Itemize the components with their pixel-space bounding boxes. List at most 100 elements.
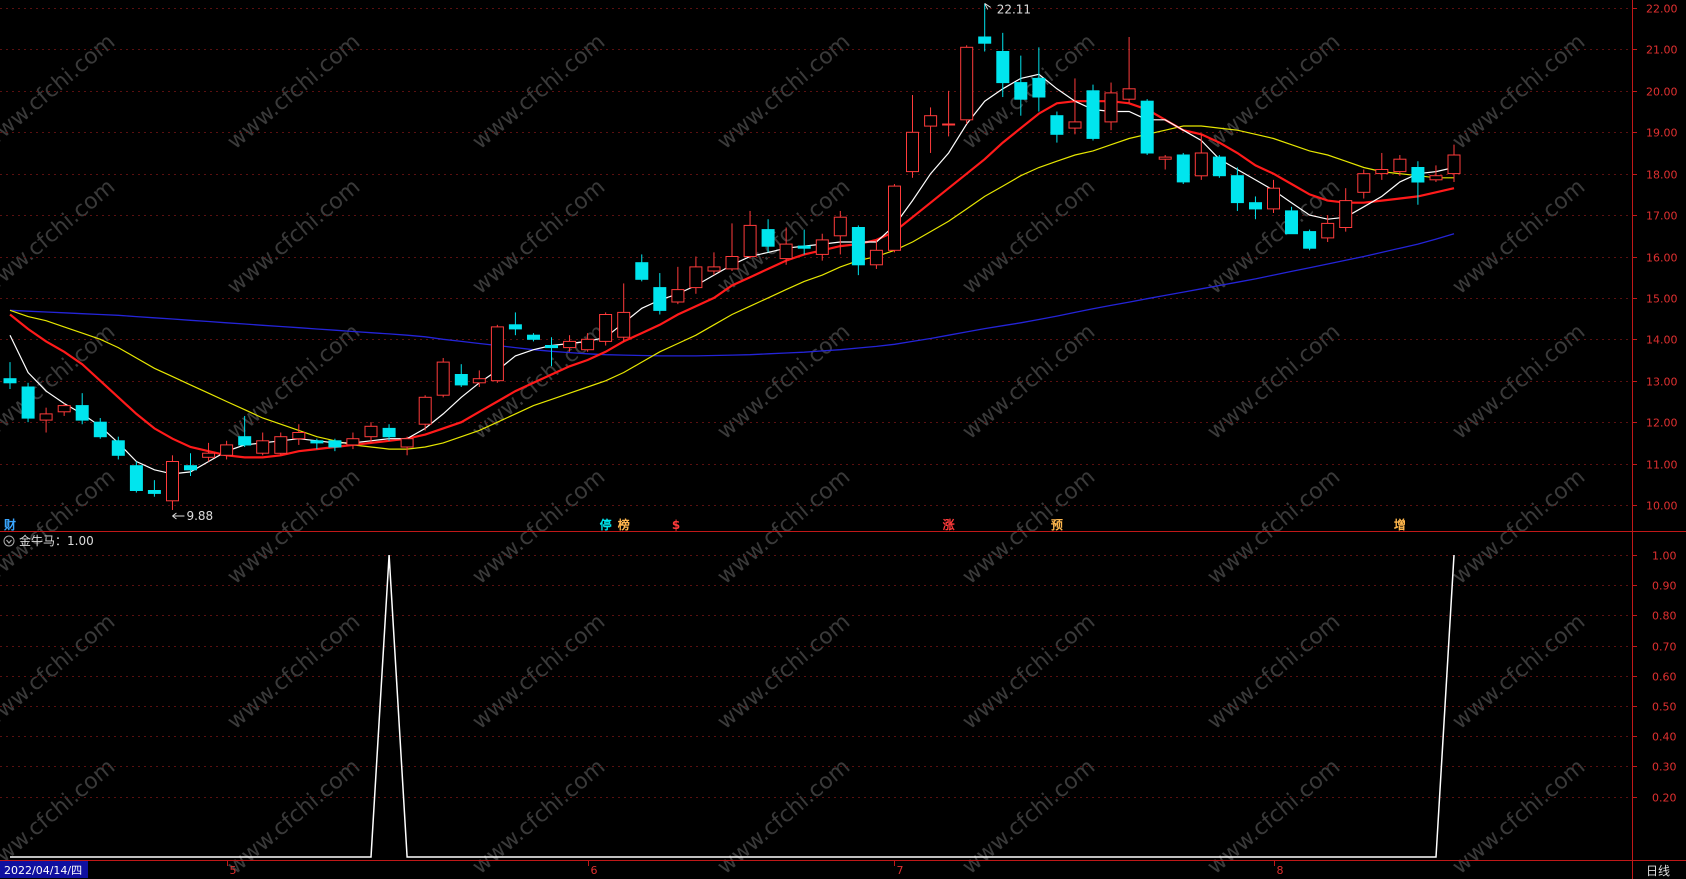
watermark-text: www.cfchi.com — [468, 609, 610, 734]
candle-body — [490, 326, 504, 382]
candle — [382, 424, 396, 441]
event-marker[interactable]: $ — [672, 518, 680, 532]
candle-body — [617, 311, 631, 338]
candle-body — [400, 438, 414, 448]
candle-body — [888, 185, 901, 251]
candle — [599, 312, 613, 346]
candle-body — [761, 229, 775, 247]
indicator-tick-label: 0.50 — [1652, 701, 1677, 714]
collapse-icon[interactable] — [3, 535, 15, 547]
candle-body — [1122, 88, 1136, 100]
event-marker[interactable]: 财 — [3, 517, 16, 532]
candle-body — [1285, 210, 1298, 235]
candle-body — [1158, 156, 1172, 160]
candle — [924, 107, 938, 153]
candle — [93, 418, 107, 439]
candle — [75, 393, 89, 425]
candle — [184, 453, 197, 477]
candle-body — [906, 131, 919, 173]
watermark-text: www.cfchi.com — [713, 174, 855, 299]
candle — [869, 239, 883, 269]
watermark-text: www.cfchi.com — [1448, 174, 1590, 299]
candle-body — [1267, 187, 1280, 210]
candle — [57, 403, 71, 416]
candle-body — [1303, 231, 1317, 249]
candle-body — [508, 324, 522, 330]
candle — [238, 415, 252, 448]
candle — [527, 333, 540, 342]
candle-body — [563, 340, 577, 349]
candle-body — [978, 36, 992, 44]
candle-body — [689, 266, 703, 289]
candle-body — [1068, 121, 1082, 129]
watermark-text: www.cfchi.com — [1203, 29, 1345, 154]
candle-body — [1321, 222, 1335, 239]
event-marker[interactable]: 停 — [600, 517, 612, 532]
candle — [1068, 78, 1082, 135]
candle — [220, 440, 234, 460]
candle — [581, 333, 595, 352]
watermark-text: www.cfchi.com — [958, 174, 1100, 299]
indicator-title[interactable]: 金牛马：1.00 — [3, 533, 94, 548]
candle — [129, 461, 143, 493]
candle-body — [1411, 167, 1425, 183]
indicator-tick-label: 0.70 — [1652, 641, 1677, 654]
candle — [508, 312, 522, 336]
watermark-text: www.cfchi.com — [1448, 319, 1590, 444]
month-label: 7 — [897, 864, 904, 877]
watermark-text: www.cfchi.com — [1448, 29, 1590, 154]
ma20-line — [9, 125, 1454, 450]
candle-body — [599, 314, 613, 342]
candle — [21, 382, 35, 423]
watermark-text: www.cfchi.com — [1203, 319, 1345, 444]
watermark-text: www.cfchi.com — [0, 174, 120, 299]
candle-body — [996, 51, 1010, 84]
price-tick-label: 20.00 — [1646, 86, 1678, 99]
indicator-tick-label: 0.60 — [1652, 671, 1677, 684]
candle-body — [1447, 154, 1461, 175]
watermark-text: www.cfchi.com — [958, 319, 1100, 444]
price-tick-label: 13.00 — [1646, 376, 1678, 389]
event-marker[interactable]: 涨 — [943, 517, 955, 532]
watermark-text: www.cfchi.com — [0, 609, 120, 734]
indicator-title-text: 金牛马：1.00 — [19, 533, 94, 548]
event-marker[interactable]: 榜 — [618, 517, 630, 532]
candle-body — [1249, 202, 1262, 210]
candle — [274, 432, 288, 456]
price-tick-label: 22.00 — [1646, 3, 1678, 16]
candle-body — [1212, 156, 1226, 177]
month-label: 5 — [230, 864, 237, 877]
candle — [1212, 155, 1226, 178]
watermark-text: www.cfchi.com — [1203, 609, 1345, 734]
candle-body — [328, 440, 342, 448]
candle — [364, 422, 378, 443]
period-label[interactable]: 日线 — [1646, 864, 1670, 878]
candle-body — [797, 245, 811, 249]
candle — [1249, 196, 1262, 220]
candle — [1086, 84, 1100, 141]
event-marker[interactable]: 预 — [1051, 518, 1063, 532]
candle — [942, 90, 956, 137]
candle-body — [292, 432, 306, 440]
date-axis: 2022/04/14/四 日线 5 6 7 8 — [0, 861, 1670, 878]
candle — [256, 432, 270, 456]
candle — [1176, 152, 1190, 185]
candle-body — [166, 461, 179, 502]
candle-body — [779, 243, 793, 260]
candle — [851, 225, 865, 276]
candle — [1158, 155, 1172, 170]
candle — [472, 370, 486, 387]
price-tick-label: 11.00 — [1646, 459, 1678, 472]
candle-body — [436, 361, 450, 396]
candle-body — [202, 452, 216, 458]
candle — [960, 45, 974, 124]
candle — [1411, 161, 1425, 205]
watermark-text: www.cfchi.com — [0, 464, 120, 589]
event-marker[interactable]: 增 — [1394, 517, 1406, 532]
candle — [671, 266, 685, 305]
price-grid — [0, 8, 1632, 506]
candle-body — [346, 438, 360, 446]
candle — [1339, 188, 1353, 232]
candle-body — [93, 421, 107, 438]
